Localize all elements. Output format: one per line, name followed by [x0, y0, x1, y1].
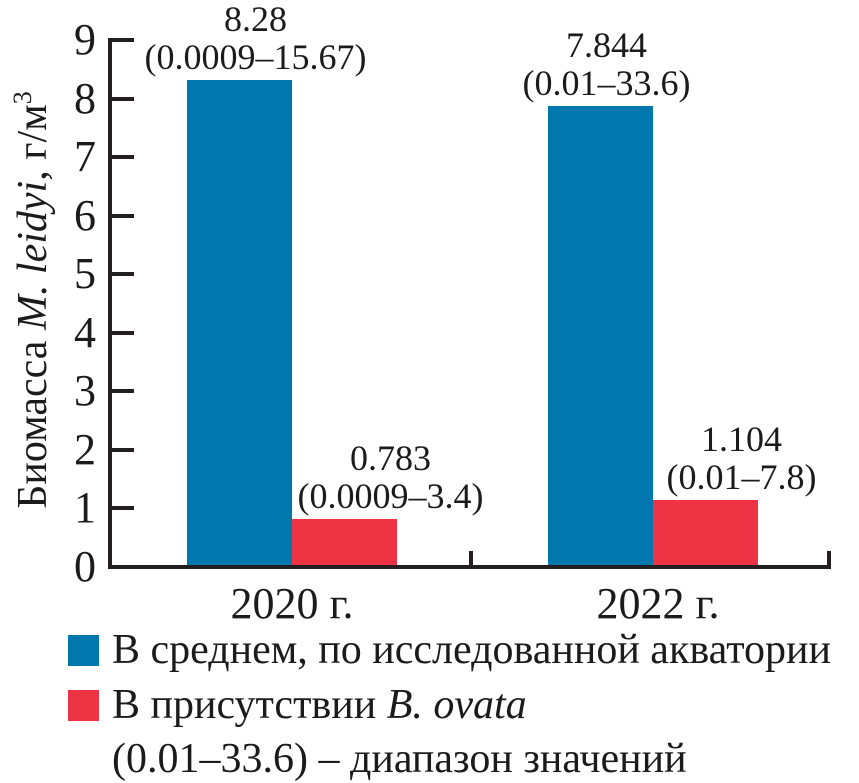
bar-range-average-2022: (0.01–33.6)	[522, 63, 691, 103]
y-axis-tick-label-6: 6	[74, 190, 96, 240]
legend-range-note: (0.01–33.6) – диапазон значений	[112, 736, 687, 782]
legend-label-ovata: В присутствии B. ovata	[112, 683, 527, 727]
y-axis-tick-4	[112, 330, 134, 335]
bar-average-2022	[548, 106, 653, 565]
legend-swatch-ovata	[68, 689, 99, 721]
bar-ovata-2022	[653, 500, 758, 565]
x-axis-line	[108, 565, 831, 569]
y-axis-tick-9	[112, 38, 134, 42]
bar-label-ovata-2020: 0.783 (0.0009–3.4)	[298, 439, 484, 515]
y-axis-line	[108, 38, 112, 569]
y-axis-tick-label-2: 2	[74, 424, 96, 474]
legend-label-ovata-species: B. ovata	[386, 682, 527, 728]
y-axis-tick-label-1: 1	[74, 483, 96, 533]
bar-range-ovata-2020: (0.0009–3.4)	[297, 476, 484, 516]
y-axis-tick-3	[112, 389, 134, 394]
y-axis-tick-label-4: 4	[74, 307, 96, 357]
y-axis-title-superscript: 3	[8, 91, 37, 105]
legend-swatch-average	[68, 634, 99, 666]
legend-item-ovata: В присутствии B. ovata	[68, 683, 527, 727]
y-axis-tick-label-3: 3	[74, 366, 96, 416]
y-axis-tick-label-5: 5	[74, 249, 96, 299]
bar-range-ovata-2022: (0.01–7.8)	[666, 457, 817, 497]
y-axis-tick-5	[112, 272, 134, 277]
bar-value-ovata-2022: 1.104	[700, 419, 782, 459]
y-axis-tick-1	[112, 506, 134, 511]
y-axis-tick-0	[112, 565, 134, 569]
y-axis-title: Биомасса M. leidyi, г/м3	[1, 91, 56, 509]
legend-label-average: В среднем, по исследованной акватории	[112, 627, 831, 673]
y-axis-tick-label-7: 7	[74, 132, 96, 182]
y-axis-tick-label-0: 0	[74, 542, 96, 591]
x-axis-tick-1	[827, 551, 831, 567]
bar-label-ovata-2022: 1.104 (0.01–7.8)	[667, 420, 817, 496]
bar-range-average-2020: (0.0009–15.67)	[144, 37, 367, 77]
y-axis-tick-label-9: 9	[74, 15, 96, 64]
y-axis-tick-label-8: 8	[74, 73, 96, 123]
y-axis-tick-6	[112, 213, 134, 218]
bar-ovata-2020	[292, 519, 397, 565]
bar-label-average-2022: 7.844 (0.01–33.6)	[523, 26, 691, 102]
bar-value-ovata-2020: 0.783	[349, 438, 431, 478]
y-axis-title-units: , г/м	[10, 104, 56, 181]
legend-label-ovata-prefix: В присутствии	[112, 682, 387, 728]
y-axis-tick-2	[112, 447, 134, 452]
x-axis-category-2022: 2022 г.	[596, 579, 720, 628]
bar-label-average-2020: 8.28 (0.0009–15.67)	[145, 0, 367, 76]
legend-item-average: В среднем, по исследованной акватории	[68, 628, 831, 672]
bar-average-2020	[187, 80, 292, 565]
bar-value-average-2020: 8.28	[223, 0, 287, 39]
y-axis-title-species: M. leidyi	[10, 180, 56, 331]
y-axis-tick-7	[112, 155, 134, 160]
x-axis-tick-0	[469, 551, 473, 567]
y-axis-title-prefix: Биомасса	[10, 330, 56, 509]
bar-value-average-2022: 7.844	[565, 25, 647, 65]
y-axis-tick-8	[112, 96, 134, 101]
x-axis-category-2020: 2020 г.	[230, 579, 354, 628]
